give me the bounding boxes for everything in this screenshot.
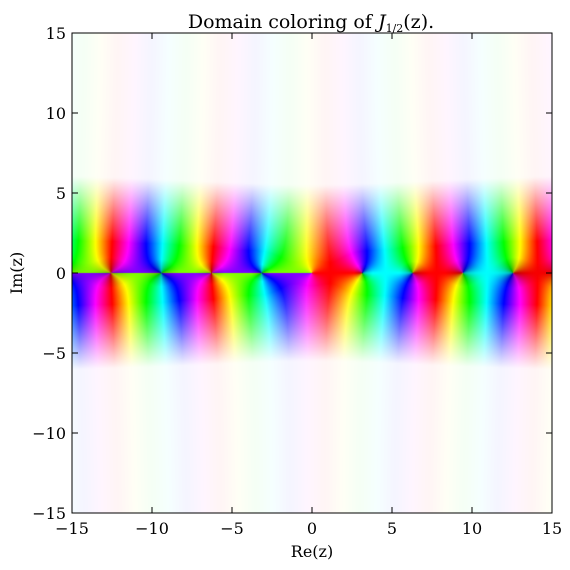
plot-area bbox=[72, 33, 552, 513]
x-tick-label: 5 bbox=[387, 519, 397, 538]
x-tick-label: −10 bbox=[135, 519, 169, 538]
x-tick-label: 10 bbox=[462, 519, 482, 538]
x-axis: −15 −10 −5 0 5 10 15 bbox=[55, 33, 562, 538]
chart-title: Domain coloring of J1/2(z). bbox=[188, 11, 434, 35]
x-tick-label: −15 bbox=[55, 519, 89, 538]
x-tick-label: 15 bbox=[542, 519, 562, 538]
x-tick-label: −5 bbox=[220, 519, 244, 538]
y-tick-label: 10 bbox=[46, 104, 66, 123]
x-axis-label: Re(z) bbox=[291, 542, 333, 561]
y-tick-label: −10 bbox=[32, 424, 66, 443]
y-tick-label: −5 bbox=[42, 344, 66, 363]
y-tick-label: 15 bbox=[46, 24, 66, 43]
y-axis: −15 −10 −5 0 5 10 15 bbox=[32, 24, 552, 523]
y-tick-label: −15 bbox=[32, 504, 66, 523]
y-tick-label: 5 bbox=[56, 184, 66, 203]
y-tick-label: 0 bbox=[56, 264, 66, 283]
x-tick-label: 0 bbox=[307, 519, 317, 538]
y-axis-label: Im(z) bbox=[7, 252, 26, 294]
